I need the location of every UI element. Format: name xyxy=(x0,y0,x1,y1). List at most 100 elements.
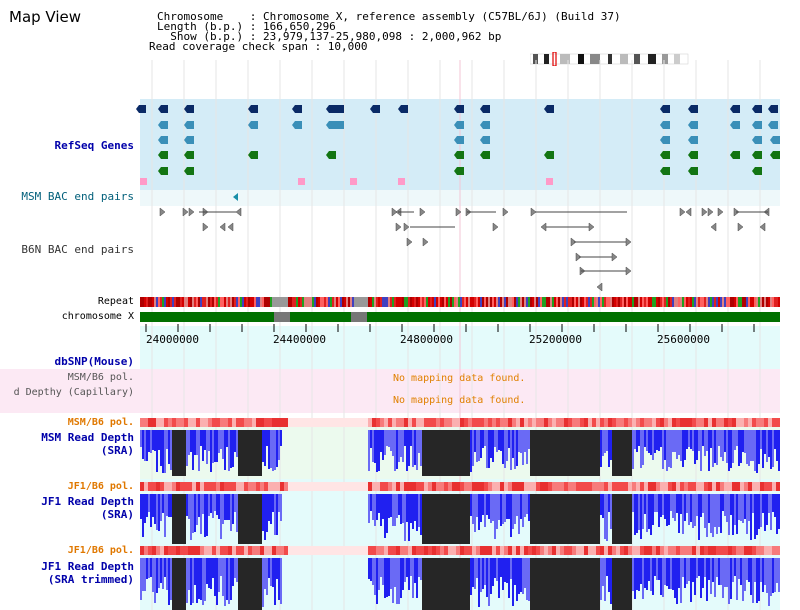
dbsnp-label[interactable]: dbSNP(Mouse) xyxy=(54,355,134,368)
jf1-pol-bar-2 xyxy=(548,546,552,555)
msm-depth-bar xyxy=(674,430,676,452)
jf1-trimmed-depth-bar xyxy=(636,558,638,590)
jf1-trimmed-depth-bar xyxy=(700,558,702,598)
gene-feature xyxy=(544,105,554,113)
repeat-stripe xyxy=(180,297,182,307)
jf1-b6-pol-label-2[interactable]: JF1/B6 pol. xyxy=(67,545,134,556)
msm-pol-bar xyxy=(544,418,548,427)
jf1-trimmed-depth-bar xyxy=(696,558,698,578)
jf1-depth-bar xyxy=(676,494,678,513)
msm-b6-pol-label-1: MSM/B6 pol. xyxy=(67,372,134,383)
jf1-depth-bar xyxy=(584,494,586,544)
b6n-bac-label[interactable]: B6N BAC end pairs xyxy=(21,243,134,256)
msm-pol-bar xyxy=(520,418,524,427)
msm-pol-bar xyxy=(692,418,696,427)
msm-pol-bar xyxy=(616,418,620,427)
repeat-gap xyxy=(280,297,282,307)
bac-end-marker xyxy=(235,207,242,217)
jf1-pol-bar-2 xyxy=(404,546,408,555)
jf1-trimmed-depth-bar xyxy=(530,558,532,610)
jf1-pol-bar-2 xyxy=(460,546,464,555)
jf1-depth-bar xyxy=(644,494,646,514)
msm-pol-bar xyxy=(732,418,736,427)
jf1-pol-bar-2 xyxy=(432,546,436,555)
jf1-trimmed-depth-bar xyxy=(524,558,526,588)
jf1-trimmed-depth-bar xyxy=(764,558,766,585)
chromosome-ideogram[interactable] xyxy=(530,52,690,66)
msm-pol-bar xyxy=(576,418,580,427)
repeat-stripe xyxy=(656,297,658,307)
jf1-depth-bar xyxy=(700,494,702,517)
jf1-pol-bar xyxy=(324,482,328,491)
jf1-trimmed-depth-bar xyxy=(722,558,724,598)
jf1-pol-bar-2 xyxy=(680,546,684,555)
jf1-trimmed-depth-bar xyxy=(456,558,458,610)
repeat-stripe xyxy=(384,297,386,307)
jf1-trimmed-depth-bar xyxy=(216,558,218,605)
msm-pol-bar xyxy=(524,418,528,427)
jf1-trimmed-depth-bar xyxy=(212,558,214,578)
msm-depth-bar xyxy=(178,430,180,476)
repeat-stripe xyxy=(342,297,344,307)
msm-pol-bar xyxy=(324,418,328,427)
jf1-trimmed-depth-bar xyxy=(214,558,216,596)
jf1-trimmed-depth-bar xyxy=(438,558,440,610)
msm-pol-bar xyxy=(192,418,196,427)
msm-depth-bar xyxy=(480,430,482,458)
msm-depth-bar xyxy=(616,430,618,476)
jf1-pol-bar-2 xyxy=(188,546,192,555)
no-data-message: No mapping data found. xyxy=(393,373,526,384)
repeat-stripe xyxy=(510,297,512,307)
jf1-b6-pol-label-1[interactable]: JF1/B6 pol. xyxy=(67,481,134,492)
jf1-trimmed-depth-bar xyxy=(544,558,546,610)
jf1-depth-bar xyxy=(770,494,772,530)
repeat-gap xyxy=(278,297,280,307)
jf1-pol-bar xyxy=(480,482,484,491)
jf1-trimmed-depth-bar xyxy=(772,558,774,593)
repeat-stripe xyxy=(258,297,260,307)
gene-feature xyxy=(454,151,464,159)
repeat-stripe xyxy=(710,297,712,307)
msm-pol-bar xyxy=(728,418,732,427)
msm-b6-pol-label-2[interactable]: MSM/B6 pol. xyxy=(67,417,134,428)
jf1-depth-bar xyxy=(442,494,444,544)
jf1-depth-bar xyxy=(378,494,380,513)
repeat-stripe xyxy=(434,297,436,307)
gene-feature xyxy=(292,105,302,113)
repeat-stripe xyxy=(776,297,778,307)
repeat-stripe xyxy=(620,297,622,307)
jf1-trimmed-depth-bar xyxy=(440,558,442,610)
gene-feature xyxy=(660,151,670,159)
jf1-depth-bar xyxy=(564,494,566,544)
repeat-stripe xyxy=(482,297,484,307)
jf1-trimmed-depth-bar xyxy=(444,558,446,610)
gene-feature xyxy=(158,105,168,113)
jf1-pol-bar-2 xyxy=(368,546,372,555)
jf1-trimmed-depth-label[interactable]: JF1 Read Depth xyxy=(41,560,134,573)
jf1-pol-bar xyxy=(456,482,460,491)
gene-feature xyxy=(752,105,762,113)
jf1-trimmed-depth-bar xyxy=(662,558,664,597)
repeat-stripe xyxy=(648,297,650,307)
jf1-pol-bar xyxy=(268,482,272,491)
refseq-genes-label[interactable]: RefSeq Genes xyxy=(54,139,134,152)
jf1-pol-bar xyxy=(532,482,536,491)
repeat-stripe xyxy=(426,297,428,307)
jf1-depth-bar xyxy=(208,494,210,516)
msm-pol-bar xyxy=(184,418,188,427)
msm-depth-bar xyxy=(572,430,574,476)
jf1-trimmed-depth-bar xyxy=(378,558,380,590)
msm-depth-label[interactable]: MSM Read Depth xyxy=(41,431,134,444)
msm-bac-label[interactable]: MSM BAC end pairs xyxy=(21,190,134,203)
jf1-depth-bar xyxy=(678,494,680,533)
jf1-pol-bar-2 xyxy=(360,546,364,555)
jf1-pol-bar-2 xyxy=(260,546,264,555)
jf1-depth-label[interactable]: JF1 Read Depth xyxy=(41,495,134,508)
msm-pol-bar xyxy=(292,418,296,427)
jf1-pol-bar xyxy=(272,482,276,491)
jf1-trimmed-depth-bar xyxy=(740,558,742,585)
jf1-pol-bar xyxy=(760,482,764,491)
jf1-pol-bar-2 xyxy=(724,546,728,555)
msm-depth-bar xyxy=(762,430,764,468)
